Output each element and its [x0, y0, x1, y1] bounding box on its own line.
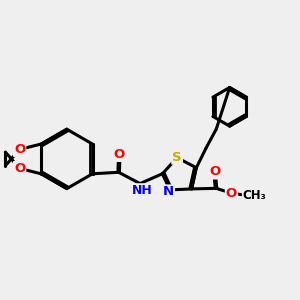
Text: O: O	[114, 148, 125, 161]
Text: O: O	[226, 187, 237, 200]
Text: O: O	[14, 162, 25, 175]
Text: O: O	[209, 166, 220, 178]
Text: NH: NH	[132, 184, 153, 197]
Text: N: N	[163, 185, 174, 199]
Text: S: S	[172, 151, 182, 164]
Text: O: O	[14, 143, 25, 156]
Text: CH₃: CH₃	[243, 189, 266, 202]
